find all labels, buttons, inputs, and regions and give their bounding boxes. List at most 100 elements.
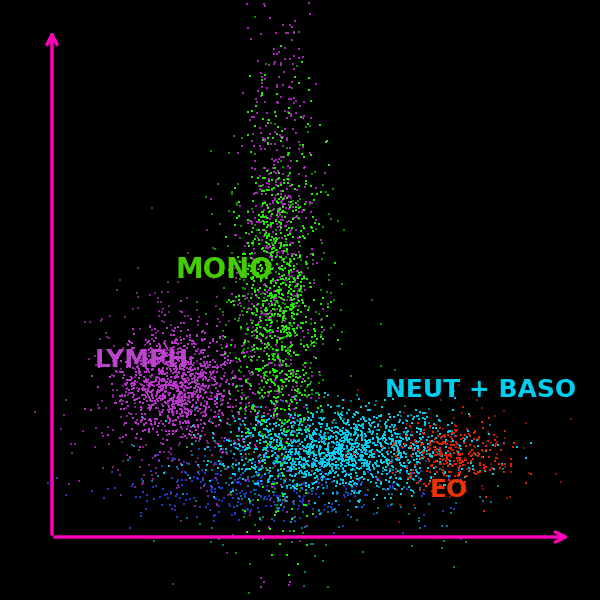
Point (299, 271, 309, 281)
Point (320, 440, 330, 449)
Point (269, 460, 279, 469)
Point (350, 410, 359, 419)
Point (284, 422, 293, 431)
Point (311, 167, 320, 177)
Point (476, 467, 485, 476)
Point (136, 368, 145, 377)
Point (263, 139, 273, 148)
Point (260, 197, 270, 206)
Point (278, 321, 288, 331)
Point (262, 233, 272, 243)
Point (184, 388, 193, 398)
Point (290, 302, 299, 312)
Point (268, 442, 277, 452)
Point (340, 428, 350, 438)
Point (368, 439, 377, 448)
Point (242, 443, 252, 452)
Point (242, 280, 251, 289)
Point (169, 407, 179, 417)
Point (284, 390, 294, 400)
Point (169, 359, 179, 368)
Point (152, 358, 162, 367)
Point (308, 504, 318, 514)
Point (311, 461, 321, 471)
Point (310, 430, 320, 439)
Point (164, 427, 173, 436)
Point (291, 205, 301, 214)
Point (438, 468, 448, 478)
Point (281, 321, 291, 331)
Point (407, 491, 416, 501)
Point (202, 358, 212, 367)
Point (146, 382, 155, 391)
Point (139, 381, 149, 391)
Point (167, 354, 176, 364)
Point (208, 482, 217, 491)
Point (408, 468, 418, 478)
Point (339, 445, 349, 454)
Point (265, 322, 275, 331)
Point (305, 447, 314, 457)
Point (138, 398, 148, 408)
Point (281, 28, 291, 38)
Point (398, 528, 407, 538)
Point (261, 59, 271, 69)
Point (248, 207, 258, 217)
Point (406, 443, 415, 453)
Point (313, 388, 323, 398)
Point (264, 452, 274, 461)
Point (307, 457, 316, 467)
Point (263, 291, 273, 301)
Point (284, 289, 293, 298)
Point (286, 452, 295, 461)
Point (293, 479, 302, 488)
Point (200, 361, 210, 370)
Point (301, 171, 311, 181)
Point (454, 440, 464, 450)
Point (446, 472, 455, 481)
Point (227, 335, 237, 344)
Point (446, 467, 456, 476)
Point (397, 442, 407, 452)
Point (292, 484, 302, 494)
Point (353, 390, 362, 400)
Point (283, 175, 292, 184)
Point (164, 405, 174, 415)
Point (355, 487, 364, 497)
Point (123, 375, 133, 385)
Point (365, 458, 374, 467)
Point (446, 437, 456, 447)
Point (422, 481, 431, 491)
Point (410, 435, 419, 445)
Point (175, 400, 185, 410)
Point (224, 386, 233, 395)
Point (260, 430, 269, 440)
Point (237, 133, 247, 143)
Point (292, 323, 302, 332)
Point (331, 507, 340, 517)
Point (263, 443, 273, 452)
Point (386, 447, 395, 457)
Point (289, 404, 298, 414)
Point (332, 467, 341, 477)
Point (155, 393, 165, 403)
Point (293, 436, 303, 446)
Point (308, 198, 317, 208)
Point (146, 467, 155, 476)
Point (317, 456, 327, 466)
Point (278, 298, 287, 307)
Point (364, 460, 374, 469)
Point (136, 356, 146, 365)
Point (234, 365, 244, 375)
Point (283, 331, 292, 340)
Point (216, 457, 226, 467)
Point (256, 419, 266, 429)
Point (303, 325, 313, 334)
Point (293, 271, 303, 281)
Point (127, 440, 136, 450)
Point (191, 388, 200, 397)
Point (338, 429, 347, 439)
Point (336, 461, 346, 470)
Point (269, 344, 278, 354)
Point (273, 409, 283, 418)
